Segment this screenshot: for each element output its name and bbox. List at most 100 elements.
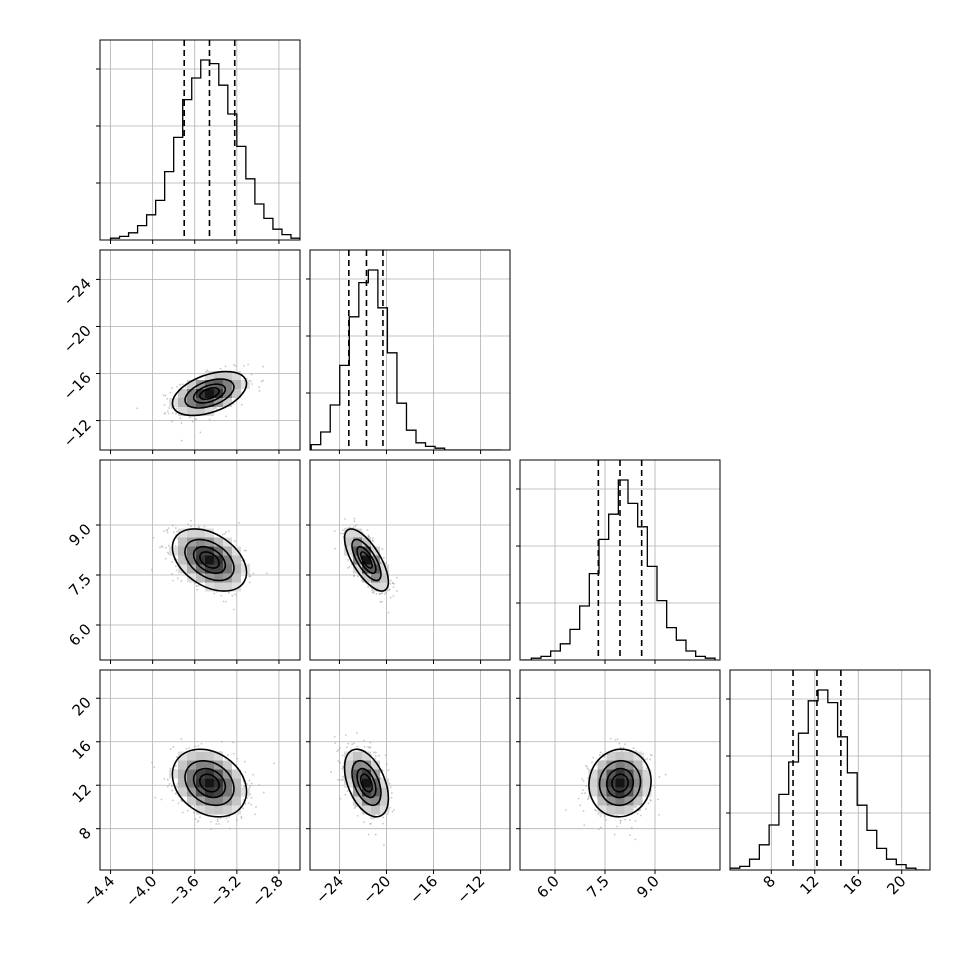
sample-point: [166, 397, 168, 400]
sample-point: [629, 834, 632, 837]
sample-point: [367, 534, 370, 537]
density-cell: [222, 398, 232, 408]
density-cell: [379, 805, 389, 815]
x-tick-label: 16: [840, 872, 866, 898]
sample-point: [344, 793, 347, 796]
sample-point: [636, 812, 639, 815]
density-cell: [361, 778, 371, 788]
contour-1: [171, 748, 248, 818]
panel-frame: [309, 669, 511, 871]
sample-point: [381, 600, 383, 603]
density-cell: [204, 564, 214, 574]
sample-point: [382, 822, 384, 825]
sample-point: [584, 792, 586, 794]
density-cell: [231, 787, 241, 797]
sample-point: [390, 792, 393, 794]
density-cell: [361, 555, 371, 565]
density-cell: [231, 805, 241, 815]
contour-1: [171, 370, 248, 417]
density-cell: [204, 805, 214, 815]
sample-point: [375, 593, 378, 595]
sample-point: [171, 561, 174, 564]
sample-point: [216, 818, 219, 821]
sample-point: [369, 822, 372, 825]
density-cell: [222, 546, 232, 556]
x-tick-label: −24: [312, 872, 347, 907]
density-cell: [370, 796, 380, 806]
sample-point: [367, 585, 369, 588]
sample-point: [174, 527, 177, 529]
contour-3: [192, 767, 227, 799]
sample-point: [234, 593, 237, 596]
sample-point: [341, 529, 344, 531]
sample-point: [629, 819, 631, 821]
sample-point: [247, 802, 250, 804]
density-cell: [370, 573, 380, 583]
sample-point: [373, 751, 375, 754]
sample-point: [369, 741, 372, 744]
sample-point: [169, 767, 172, 770]
sample-point: [374, 755, 377, 758]
panel-frame: [99, 39, 301, 241]
sample-point: [372, 540, 375, 542]
density-cell: [186, 787, 196, 797]
sample-point: [379, 777, 382, 779]
sample-point: [342, 532, 345, 535]
sample-point: [221, 533, 224, 536]
sample-point: [215, 408, 218, 411]
sample-point: [262, 379, 265, 382]
histogram-step: [109, 59, 300, 240]
sample-point: [619, 822, 622, 824]
sample-point: [642, 756, 645, 759]
sample-point: [388, 782, 391, 785]
density-cell: [204, 778, 214, 788]
density-cell: [213, 546, 223, 556]
density-cell: [606, 760, 616, 770]
density-cell: [624, 796, 634, 806]
sample-point: [341, 754, 344, 757]
sample-point: [262, 791, 265, 794]
sample-point: [198, 525, 200, 528]
sample-point: [354, 525, 357, 528]
density-cell: [222, 769, 232, 779]
sample-point: [337, 760, 340, 763]
density-cell: [597, 796, 607, 806]
sample-point: [194, 745, 197, 748]
sample-point: [151, 761, 153, 764]
sample-point: [160, 544, 163, 547]
sample-point: [186, 809, 189, 812]
sample-point: [177, 802, 180, 805]
sample-point: [178, 383, 181, 386]
sample-point: [181, 383, 184, 386]
density-cell: [240, 380, 250, 390]
sample-point: [599, 815, 602, 817]
sample-point: [243, 786, 245, 788]
sample-point: [208, 418, 211, 421]
sample-point: [372, 591, 375, 594]
sample-point: [346, 790, 349, 792]
density-cell: [615, 796, 625, 806]
panel-frame: [519, 459, 721, 661]
sample-point: [228, 815, 230, 818]
sample-point: [351, 743, 354, 746]
sample-point: [219, 367, 222, 370]
density-cell: [213, 573, 223, 583]
sample-point: [618, 742, 621, 745]
sample-point: [227, 591, 230, 594]
sample-point: [171, 573, 174, 575]
density-cell: [231, 564, 241, 574]
sample-point: [163, 778, 166, 780]
histogram-panel-0: [100, 40, 300, 240]
sample-point: [647, 802, 650, 805]
sample-point: [380, 592, 383, 595]
sample-point: [579, 804, 582, 807]
x-tick-label: −3.2: [206, 872, 244, 910]
sample-point: [616, 825, 618, 828]
sample-point: [164, 394, 167, 397]
density-cell: [195, 546, 205, 556]
density-cell: [213, 582, 223, 592]
sample-point: [209, 820, 212, 823]
sample-point: [347, 742, 350, 745]
y-tick-label: 7.5: [65, 570, 95, 600]
sample-point: [582, 780, 585, 783]
